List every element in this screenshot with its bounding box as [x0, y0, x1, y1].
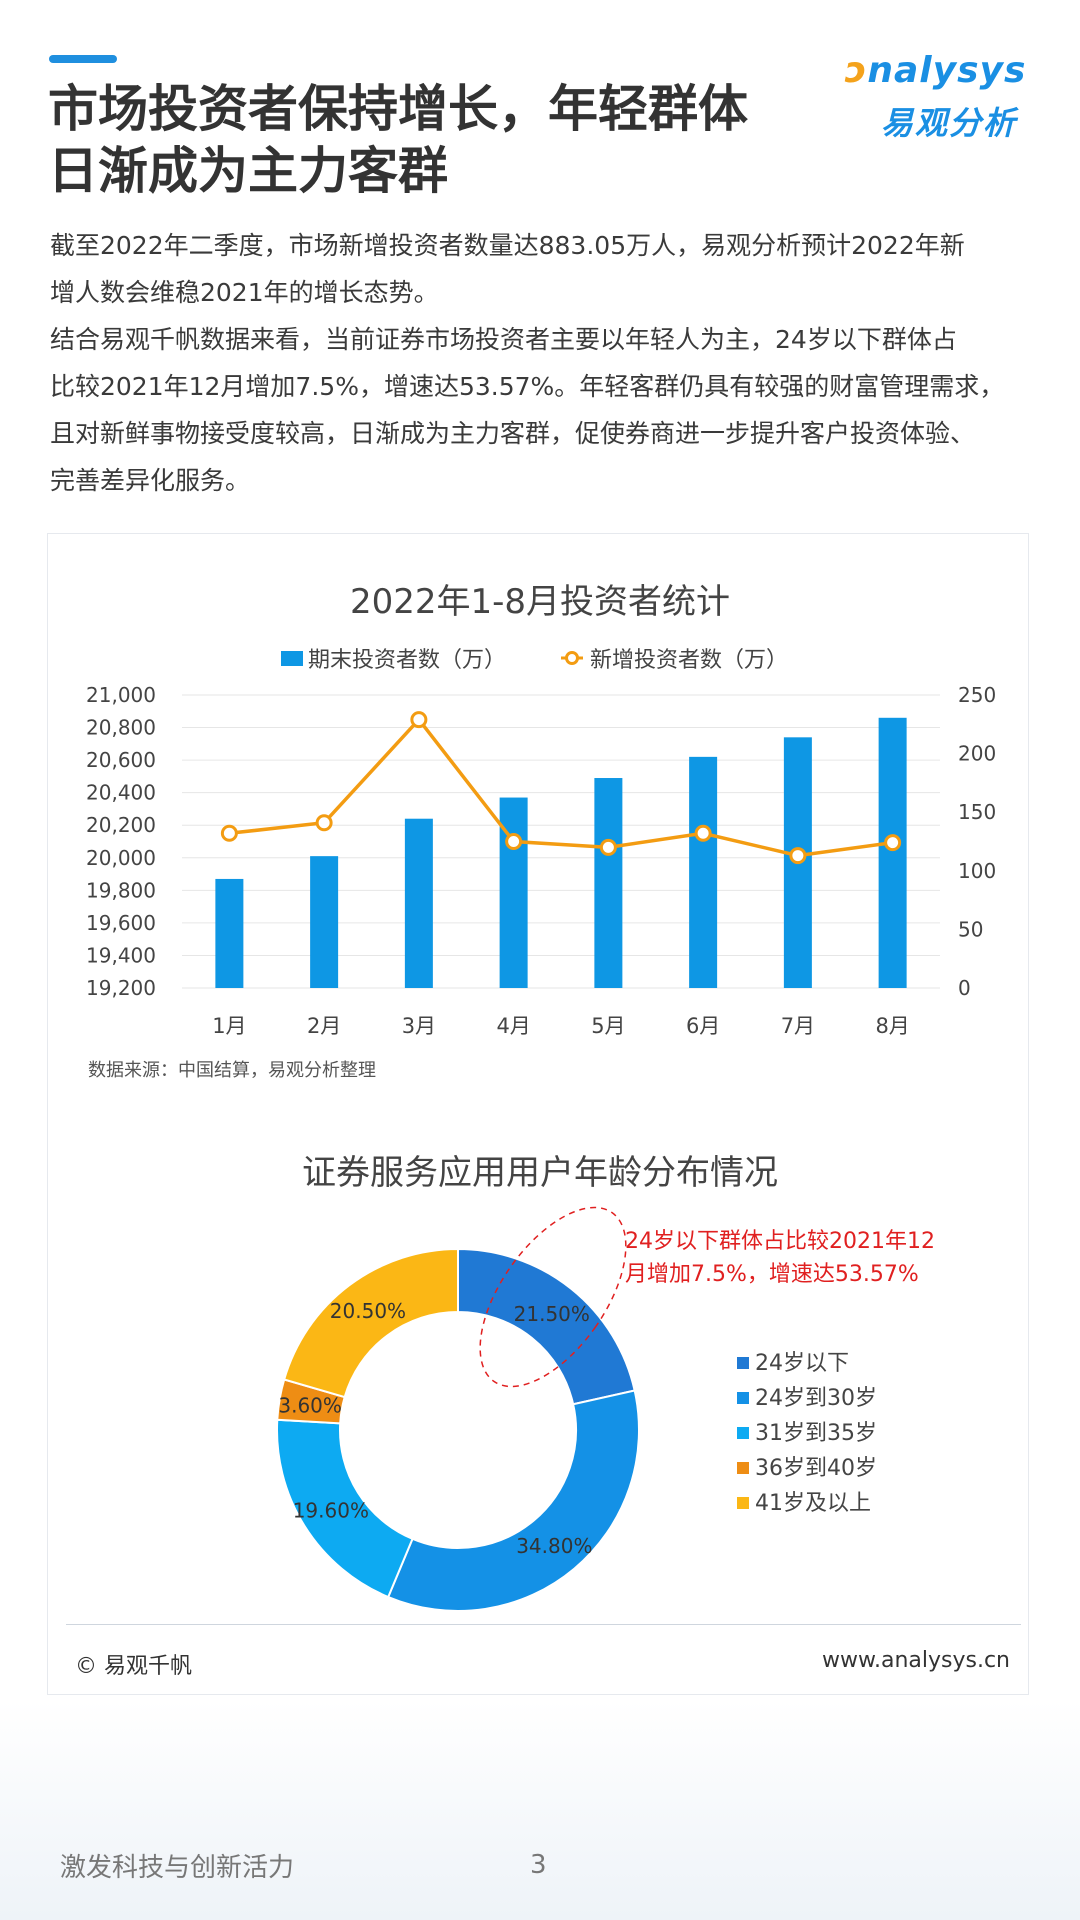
- x-tick-label: 6月: [686, 1014, 720, 1038]
- line-point: [410, 711, 428, 729]
- slice-value-label: 20.50%: [330, 1299, 406, 1323]
- line-point: [694, 824, 712, 842]
- bar: [594, 778, 623, 988]
- slice-value-label: 19.60%: [293, 1499, 369, 1523]
- title-line-2: 日渐成为主力客群: [48, 142, 448, 200]
- line-point: [220, 824, 238, 842]
- intro-line: 完善差异化服务。: [50, 466, 251, 495]
- legend-swatch: [737, 1392, 749, 1404]
- y-right-tick-label: 200: [958, 742, 996, 766]
- page-title: 市场投资者保持增长，年轻群体 日渐成为主力客群: [48, 78, 848, 202]
- logo-english: ↄnalysys: [845, 50, 1027, 91]
- y-left-tick-label: 20,600: [86, 748, 156, 772]
- intro-line: 结合易观千帆数据来看，当前证券市场投资者主要以年轻人为主，24岁以下群体占: [50, 325, 957, 354]
- legend-swatch: [737, 1427, 749, 1439]
- line-point: [315, 814, 333, 832]
- chart-card: [47, 533, 1029, 1695]
- legend-line-marker: [565, 651, 579, 665]
- footer-slogan: 激发科技与创新活力: [60, 1853, 295, 1883]
- legend-line-label: 新增投资者数（万）: [590, 648, 788, 673]
- x-tick-label: 2月: [307, 1014, 341, 1038]
- x-tick-label: 8月: [875, 1014, 909, 1038]
- bar: [404, 818, 433, 988]
- annotation-line-1: 24岁以下群体占比较2021年12: [625, 1229, 935, 1254]
- logo-a-swoosh-icon: ↄ: [845, 50, 868, 91]
- legend-swatch: [737, 1357, 749, 1369]
- y-right-tick-label: 250: [958, 683, 996, 707]
- y-left-tick-label: 20,200: [86, 813, 156, 837]
- y-right-tick-label: 0: [958, 976, 971, 1000]
- slice-value-label: 3.60%: [278, 1394, 342, 1418]
- slice-value-label: 34.80%: [516, 1534, 592, 1558]
- donut-slice: [457, 1247, 636, 1406]
- line-point: [599, 838, 617, 856]
- intro-text: 截至2022年二季度，市场新增投资者数量达883.05万人，易观分析预计2022…: [50, 222, 1040, 504]
- bar: [215, 878, 244, 988]
- bar: [310, 856, 339, 988]
- data-source-note: 数据来源：中国结算，易观分析整理: [88, 1060, 376, 1081]
- donut-title: 证券服务应用用户年龄分布情况: [302, 1153, 778, 1193]
- chart-title: 2022年1-8月投资者统计: [350, 582, 730, 622]
- intro-line: 且对新鲜事物接受度较高，日渐成为主力客群，促使券商进一步提升客户投资体验、: [50, 419, 976, 448]
- logo-chinese: 易观分析: [881, 104, 1018, 142]
- bar: [878, 717, 907, 988]
- intro-line: 比较2021年12月增加7.5%，增速达53.57%。年轻客群仍具有较强的财富管…: [50, 372, 1005, 401]
- copyright-text: © 易观千帆: [75, 1654, 192, 1679]
- y-left-tick-label: 19,600: [86, 911, 156, 935]
- legend-bar-label: 期末投资者数（万）: [308, 648, 506, 673]
- x-tick-label: 1月: [212, 1014, 246, 1038]
- footer-divider: [66, 1624, 1021, 1625]
- x-tick-label: 7月: [781, 1014, 815, 1038]
- title-line-1: 市场投资者保持增长，年轻群体: [48, 80, 748, 138]
- x-tick-label: 3月: [402, 1014, 436, 1038]
- legend-swatch: [737, 1462, 749, 1474]
- line-point: [789, 847, 807, 865]
- slice-value-label: 21.50%: [514, 1302, 590, 1326]
- legend-label: 31岁到35岁: [755, 1421, 877, 1446]
- analysys-logo: ↄnalysys 易观分析: [845, 50, 1035, 142]
- y-left-tick-label: 20,000: [86, 846, 156, 870]
- highlight-ellipse: [479, 1206, 627, 1388]
- series-line-new-investors: [229, 716, 893, 858]
- x-tick-label: 4月: [496, 1014, 530, 1038]
- y-right-tick-label: 50: [958, 917, 983, 941]
- x-tick-label: 5月: [591, 1014, 625, 1038]
- donut-slice: [282, 1247, 459, 1399]
- legend-swatch: [737, 1497, 749, 1509]
- annotation-line-2: 月增加7.5%，增速达53.57%: [625, 1262, 919, 1287]
- bottom-background: [0, 1700, 1080, 1920]
- legend-bar-swatch: [281, 651, 303, 666]
- legend-label: 24岁到30岁: [755, 1386, 877, 1411]
- page-number: 3: [530, 1850, 547, 1880]
- y-left-tick-label: 19,200: [86, 976, 156, 1000]
- title-accent-bar: [49, 55, 117, 63]
- y-left-tick-label: 19,400: [86, 943, 156, 967]
- website-link[interactable]: www.analysys.cn: [822, 1648, 1010, 1673]
- y-left-tick-label: 20,400: [86, 781, 156, 805]
- y-left-tick-label: 19,800: [86, 878, 156, 902]
- bar: [689, 756, 718, 988]
- donut-slice: [386, 1389, 640, 1612]
- y-right-tick-label: 150: [958, 800, 996, 824]
- line-point: [505, 833, 523, 850]
- line-point: [884, 834, 902, 852]
- legend-label: 41岁及以上: [755, 1491, 871, 1516]
- legend-label: 36岁到40岁: [755, 1456, 877, 1481]
- y-left-tick-label: 21,000: [86, 683, 156, 707]
- legend-label: 24岁以下: [755, 1351, 849, 1376]
- intro-line: 增人数会维稳2021年的增长态势。: [50, 278, 439, 307]
- age-donut-chart: 证券服务应用用户年龄分布情况 21.50% 34.80% 19.60% 3.60% 20.…: [276, 1153, 935, 1612]
- y-right-tick-label: 100: [958, 859, 996, 883]
- intro-line: 截至2022年二季度，市场新增投资者数量达883.05万人，易观分析预计2022…: [50, 231, 965, 260]
- y-left-tick-label: 20,800: [86, 716, 156, 740]
